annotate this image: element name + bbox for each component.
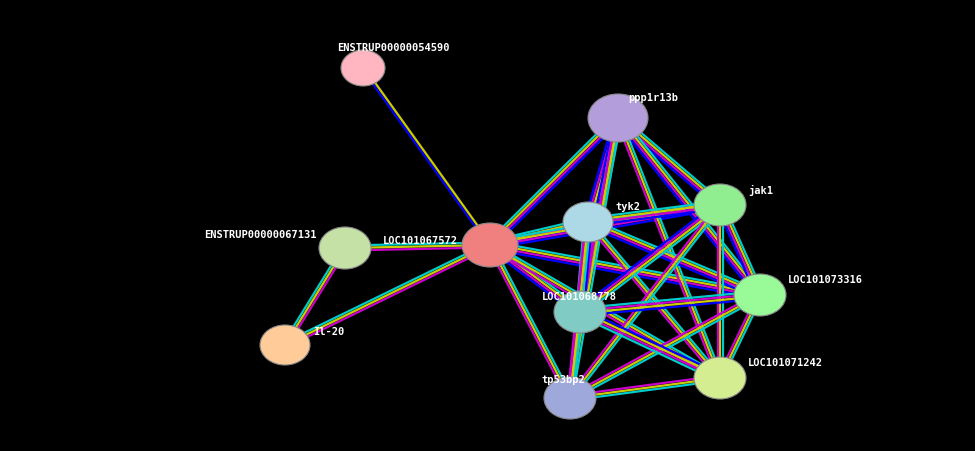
Text: ppp1r13b: ppp1r13b — [628, 93, 678, 103]
Text: ENSTRUP00000054590: ENSTRUP00000054590 — [336, 43, 449, 53]
Ellipse shape — [341, 50, 385, 86]
Ellipse shape — [260, 325, 310, 365]
Text: ENSTRUP00000067131: ENSTRUP00000067131 — [205, 230, 317, 240]
Text: LOC101068778: LOC101068778 — [542, 292, 617, 302]
Text: LOC101071242: LOC101071242 — [748, 358, 823, 368]
Ellipse shape — [563, 202, 613, 242]
Ellipse shape — [694, 357, 746, 399]
Text: jak1: jak1 — [748, 184, 773, 196]
Ellipse shape — [544, 377, 596, 419]
Ellipse shape — [462, 223, 518, 267]
Text: LOC101073316: LOC101073316 — [788, 275, 863, 285]
Ellipse shape — [694, 184, 746, 226]
Text: LOC101067572: LOC101067572 — [383, 236, 458, 246]
Text: Il-20: Il-20 — [313, 327, 344, 337]
Text: tyk2: tyk2 — [616, 202, 641, 212]
Ellipse shape — [554, 291, 606, 333]
Text: tp53bp2: tp53bp2 — [542, 375, 586, 385]
Ellipse shape — [588, 94, 648, 142]
Ellipse shape — [734, 274, 786, 316]
Ellipse shape — [319, 227, 371, 269]
